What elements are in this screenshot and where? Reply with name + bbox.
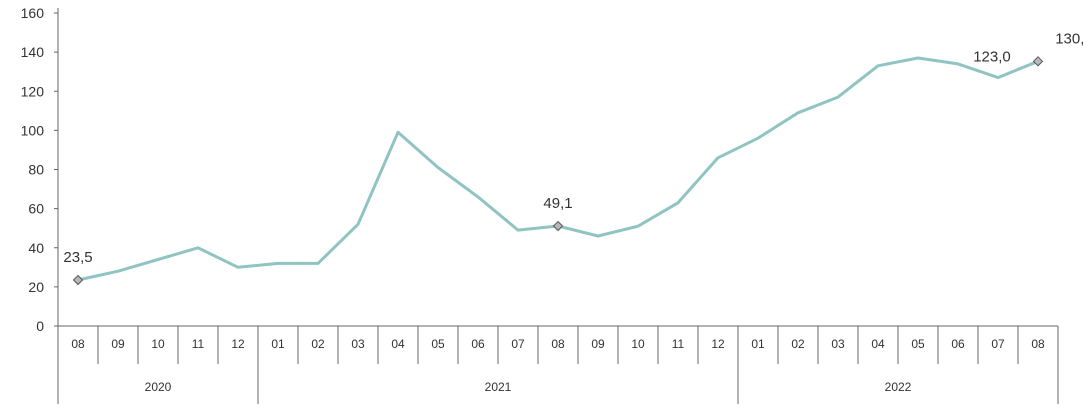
x-tick-label: 04 — [391, 337, 405, 351]
x-tick-label: 11 — [672, 337, 685, 351]
year-label: 2022 — [885, 380, 912, 394]
year-label: 2020 — [145, 380, 172, 394]
data-label: 49,1 — [543, 195, 572, 212]
y-tick-label: 0 — [36, 318, 44, 334]
data-label: 130,3 — [1055, 30, 1083, 47]
x-tick-label: 03 — [351, 337, 365, 351]
x-tick-label: 05 — [431, 337, 445, 351]
y-tick-label: 20 — [28, 279, 44, 295]
x-tick-label: 10 — [631, 337, 645, 351]
x-tick-label: 02 — [311, 337, 325, 351]
y-tick-label: 100 — [21, 122, 45, 138]
x-tick-label: 11 — [192, 337, 205, 351]
y-tick-label: 80 — [28, 162, 44, 178]
data-label: 123,0 — [973, 49, 1011, 66]
data-point-marker — [72, 274, 84, 286]
x-tick-label: 01 — [751, 337, 765, 351]
y-tick-label: 40 — [28, 240, 44, 256]
x-tick-label: 05 — [911, 337, 925, 351]
data-point-marker — [552, 220, 564, 232]
y-tick-label: 140 — [21, 44, 45, 60]
x-tick-label: 10 — [151, 337, 165, 351]
x-tick-label: 08 — [71, 337, 85, 351]
x-tick-label: 04 — [871, 337, 885, 351]
x-tick-label: 09 — [591, 337, 605, 351]
x-tick-label: 09 — [111, 337, 125, 351]
y-tick-label: 160 — [21, 5, 45, 21]
x-tick-label: 12 — [231, 337, 245, 351]
x-tick-label: 08 — [551, 337, 565, 351]
x-tick-label: 03 — [831, 337, 845, 351]
x-tick-label: 02 — [791, 337, 805, 351]
x-tick-label: 06 — [471, 337, 485, 351]
x-tick-label: 01 — [271, 337, 285, 351]
series-line — [76, 56, 1040, 282]
x-tick-label: 07 — [991, 337, 1005, 351]
data-point-marker — [1032, 56, 1044, 67]
y-tick-label: 60 — [28, 201, 44, 217]
x-tick-label: 07 — [511, 337, 525, 351]
x-tick-label: 06 — [951, 337, 965, 351]
x-tick-label: 12 — [711, 337, 725, 351]
year-label: 2021 — [485, 380, 512, 394]
y-tick-label: 120 — [21, 83, 45, 99]
x-tick-label: 08 — [1031, 337, 1045, 351]
data-label: 23,5 — [63, 249, 92, 266]
